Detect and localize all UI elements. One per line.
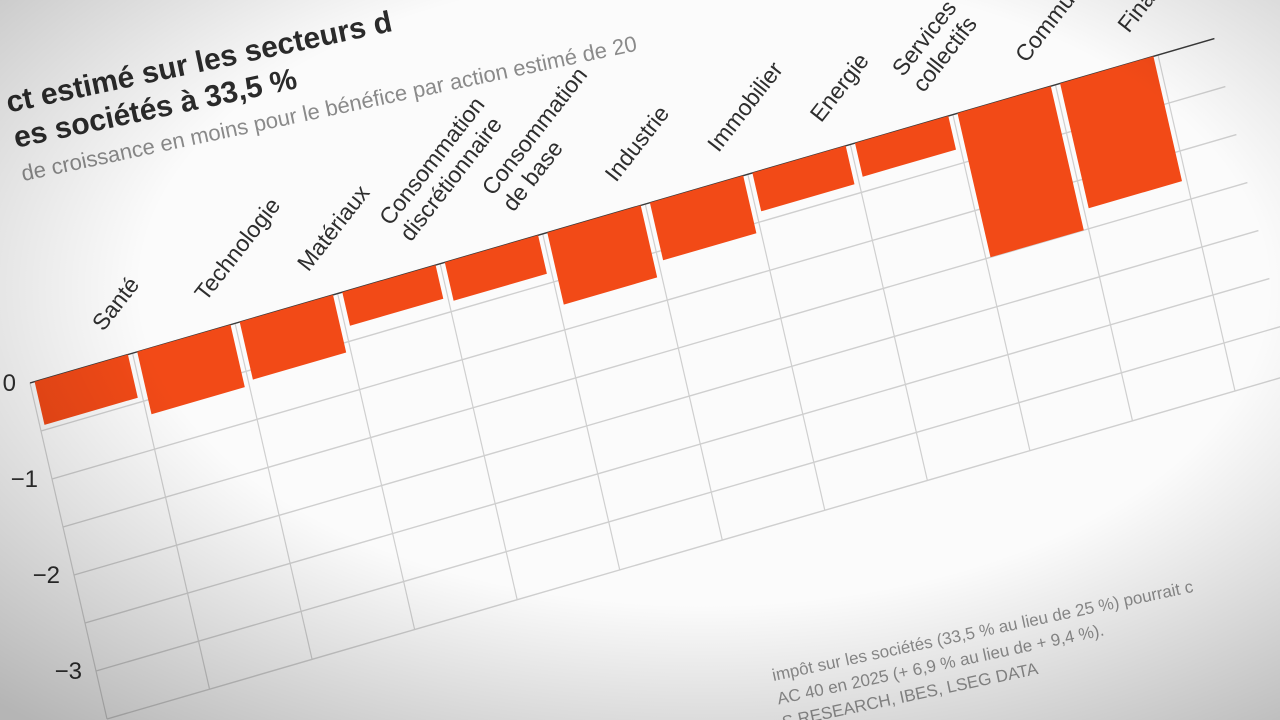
y-tick-label: 0 xyxy=(3,370,16,397)
y-tick-label: −3 xyxy=(55,658,82,685)
y-tick-label: −1 xyxy=(11,466,38,493)
y-tick-label: −2 xyxy=(33,562,60,589)
